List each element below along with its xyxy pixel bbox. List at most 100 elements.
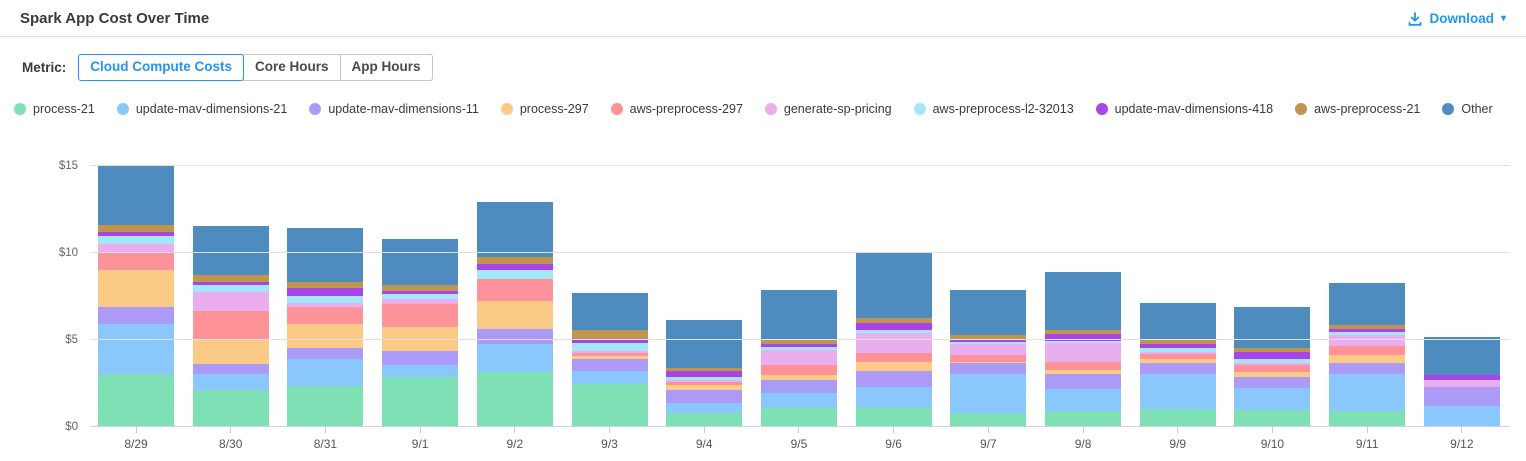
bar-segment-aws-preprocess-297: [666, 382, 743, 386]
bar-segment-update-mav-dimensions-418: [950, 339, 1027, 343]
bar-segment-other: [1045, 272, 1122, 331]
bar-segment-update-mav-dimensions-11: [1139, 363, 1216, 375]
bar-segment-update-mav-dimensions-11: [1329, 363, 1406, 375]
bar-segment-other: [950, 290, 1027, 336]
bar-segment-generate-sp-pricing: [1139, 352, 1216, 355]
bar-segment-generate-sp-pricing: [192, 292, 269, 312]
x-axis-slot-9-4: 9/4: [666, 427, 742, 451]
bar-segment-process-21: [1139, 409, 1216, 428]
legend-item-process-21[interactable]: process-21: [14, 102, 95, 116]
bar-segment-process-21: [287, 386, 364, 428]
bar-segment-update-mav-dimensions-21: [382, 365, 459, 378]
bar-segment-aws-preprocess-l2-32013: [1045, 341, 1122, 344]
x-axis-label: 9/2: [506, 437, 524, 452]
bar-segment-process-297: [476, 301, 553, 330]
bar-segment-aws-preprocess-21: [1139, 339, 1216, 345]
legend-item-update-mav-dimensions-21[interactable]: update-mav-dimensions-21: [116, 102, 287, 116]
x-axis-slot-9-11: 9/11: [1329, 427, 1405, 451]
metric-option-cloud-compute-costs[interactable]: Cloud Compute Costs: [78, 54, 245, 82]
metric-label: Metric:: [22, 60, 67, 76]
bar-segment-other: [1234, 307, 1311, 349]
bar-segment-aws-preprocess-297: [1045, 362, 1122, 371]
bar-segment-update-mav-dimensions-418: [476, 264, 553, 271]
bar-segment-aws-preprocess-21: [950, 335, 1027, 340]
x-axis-tick: [1177, 427, 1179, 434]
bar-segment-update-mav-dimensions-11: [571, 359, 648, 372]
bar-segment-aws-preprocess-21: [382, 285, 459, 292]
legend-dot-icon: [500, 103, 513, 116]
y-axis-label: $10: [58, 247, 78, 260]
metric-row: Metric: Cloud Compute Costs Core Hours App…: [22, 54, 1526, 82]
bar-segment-update-mav-dimensions-418: [855, 323, 932, 331]
bar-segment-update-mav-dimensions-11: [476, 329, 553, 345]
bar-segment-update-mav-dimensions-418: [571, 339, 648, 344]
bar-segment-aws-preprocess-21: [192, 275, 269, 283]
bar-segment-update-mav-dimensions-21: [98, 324, 174, 375]
bar-segment-aws-preprocess-21: [855, 318, 932, 324]
bar-segment-update-mav-dimensions-21: [571, 371, 648, 385]
bar-segment-generate-sp-pricing: [1045, 343, 1122, 363]
bar-9-8: [1045, 272, 1122, 428]
legend-item-update-mav-dimensions-11[interactable]: update-mav-dimensions-11: [309, 102, 479, 116]
bar-9-12: [1423, 337, 1500, 428]
x-axis-label: 9/10: [1260, 437, 1285, 452]
bar-segment-generate-sp-pricing: [1423, 380, 1500, 388]
legend-label: aws-preprocess-297: [629, 102, 743, 117]
legend-item-generate-sp-pricing[interactable]: generate-sp-pricing: [764, 102, 892, 116]
bar-segment-update-mav-dimensions-11: [1423, 387, 1500, 407]
x-axis-label: 9/1: [411, 437, 429, 452]
bar-segment-update-mav-dimensions-21: [287, 359, 364, 387]
legend-item-aws-preprocess-297[interactable]: aws-preprocess-297: [610, 102, 743, 117]
bar-segment-aws-preprocess-297: [476, 279, 553, 302]
download-button[interactable]: Download ▾: [1408, 11, 1506, 26]
legend-label: process-21: [33, 102, 95, 117]
x-axis-tick: [230, 427, 232, 434]
bar-segment-other: [382, 239, 459, 286]
legend-item-update-mav-dimensions-418[interactable]: update-mav-dimensions-418: [1095, 102, 1273, 116]
bar-segment-update-mav-dimensions-11: [1045, 374, 1122, 390]
legend-item-aws-preprocess-l2-32013[interactable]: aws-preprocess-l2-32013: [913, 102, 1074, 116]
bar-segment-aws-preprocess-l2-32013: [571, 343, 648, 352]
x-axis-slot-9-5: 9/5: [761, 427, 837, 451]
metric-option-app-hours[interactable]: App Hours: [339, 54, 433, 82]
legend-dot-icon: [1442, 103, 1455, 116]
gridline-0: [90, 426, 1510, 428]
legend: process-21 update-mav-dimensions-21 update…: [14, 102, 1526, 116]
bar-segment-update-mav-dimensions-21: [1045, 389, 1122, 412]
x-axis-label: 8/31: [313, 437, 338, 452]
bar-segment-update-mav-dimensions-21: [476, 344, 553, 373]
bar-segment-process-21: [1234, 410, 1311, 428]
bar-segment-update-mav-dimensions-21: [1234, 388, 1311, 411]
x-axis-label: 9/12: [1450, 437, 1474, 452]
x-axis-tick: [419, 427, 421, 434]
legend-item-aws-preprocess-21[interactable]: aws-preprocess-21: [1295, 102, 1420, 116]
x-axis-slot-9-9: 9/9: [1140, 427, 1216, 451]
x-axis-tick: [1366, 427, 1368, 434]
bar-segment-update-mav-dimensions-418: [1329, 329, 1406, 333]
bar-segment-update-mav-dimensions-21: [1139, 374, 1216, 410]
legend-dot-icon: [1095, 103, 1108, 116]
bar-9-4: [666, 320, 743, 428]
bar-segment-update-mav-dimensions-418: [287, 288, 364, 297]
download-label: Download: [1429, 11, 1494, 26]
bar-segment-process-21: [666, 413, 743, 428]
plot-area: 8/29 8/30 8/31 9/1 9/2 9/3 9/4 9/5 9/6 9/7 9/8 9/9 9…: [59, 151, 1510, 451]
bar-segment-process-21: [192, 390, 269, 428]
y-axis-label: $15: [58, 160, 78, 173]
bar-segment-aws-preprocess-297: [192, 311, 269, 340]
bar-segment-update-mav-dimensions-21: [666, 403, 743, 414]
legend-item-other[interactable]: Other: [1442, 102, 1493, 116]
caret-down-icon: ▾: [1500, 12, 1506, 24]
legend-item-process-297[interactable]: process-297: [500, 102, 589, 116]
bar-segment-update-mav-dimensions-11: [760, 380, 837, 394]
metric-option-core-hours[interactable]: Core Hours: [243, 54, 341, 82]
x-axis-slot-9-7: 9/7: [950, 427, 1026, 451]
legend-dot-icon: [116, 103, 129, 116]
bar-segment-aws-preprocess-l2-32013: [1139, 348, 1216, 353]
metric-selector: Cloud Compute Costs Core Hours App Hours: [78, 54, 433, 82]
x-axis-slot-8-31: 8/31: [287, 427, 363, 451]
bar-segment-aws-preprocess-l2-32013: [476, 270, 553, 280]
bar-segment-aws-preprocess-21: [1234, 348, 1311, 353]
bar-segment-process-297: [760, 375, 837, 381]
x-axis-tick: [893, 427, 895, 434]
